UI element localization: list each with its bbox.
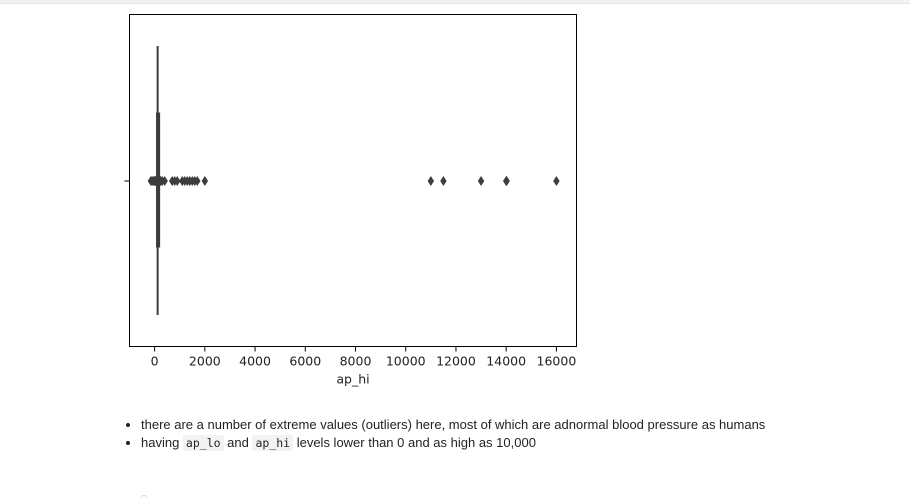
outlier-point [161, 176, 168, 186]
x-tick-label: 12000 [436, 354, 476, 369]
x-tick-label: 10000 [386, 354, 426, 369]
chart-layer: 0 2000 4000 6000 8000 10000 12000 14000 16000 ap_… [124, 14, 577, 387]
notes-item: there are a number of extreme values (ou… [141, 416, 901, 434]
notes-item: having ap_lo and ap_hi levels lower than… [141, 434, 901, 452]
x-tick-label: 14000 [486, 354, 526, 369]
notes-item-text: there are a number of extreme values (ou… [141, 417, 766, 432]
cell-top-divider [0, 0, 910, 4]
outlier-point [174, 176, 181, 186]
inline-code-ap-lo: ap_lo [182, 435, 224, 451]
x-tick-label: 6000 [289, 354, 321, 369]
outlier-point [477, 176, 485, 186]
outlier-point [194, 176, 201, 186]
outlier-point [503, 176, 510, 186]
x-axis-label: ap_hi [336, 372, 369, 387]
x-tick-label: 16000 [537, 354, 577, 369]
outlier-point [440, 176, 447, 186]
outlier-point [553, 176, 560, 186]
x-tick-label: 2000 [189, 354, 221, 369]
notes-text-segment: and [223, 435, 253, 450]
inline-code-ap-hi: ap_hi [252, 435, 294, 451]
boxplot-chart: 0 2000 4000 6000 8000 10000 12000 14000 16000 ap_… [124, 14, 577, 387]
x-tick-label: 0 [151, 354, 159, 369]
notes-text-segment: levels lower than 0 and as high as 10,00… [293, 435, 536, 450]
notes-list: there are a number of extreme values (ou… [124, 416, 901, 452]
x-tick-label: 4000 [239, 354, 271, 369]
outlier-point [427, 176, 435, 186]
x-tick-label: 8000 [340, 354, 372, 369]
outlier-point [201, 176, 209, 186]
notes-text-segment: having [141, 435, 183, 450]
next-cell-partial [140, 495, 148, 500]
